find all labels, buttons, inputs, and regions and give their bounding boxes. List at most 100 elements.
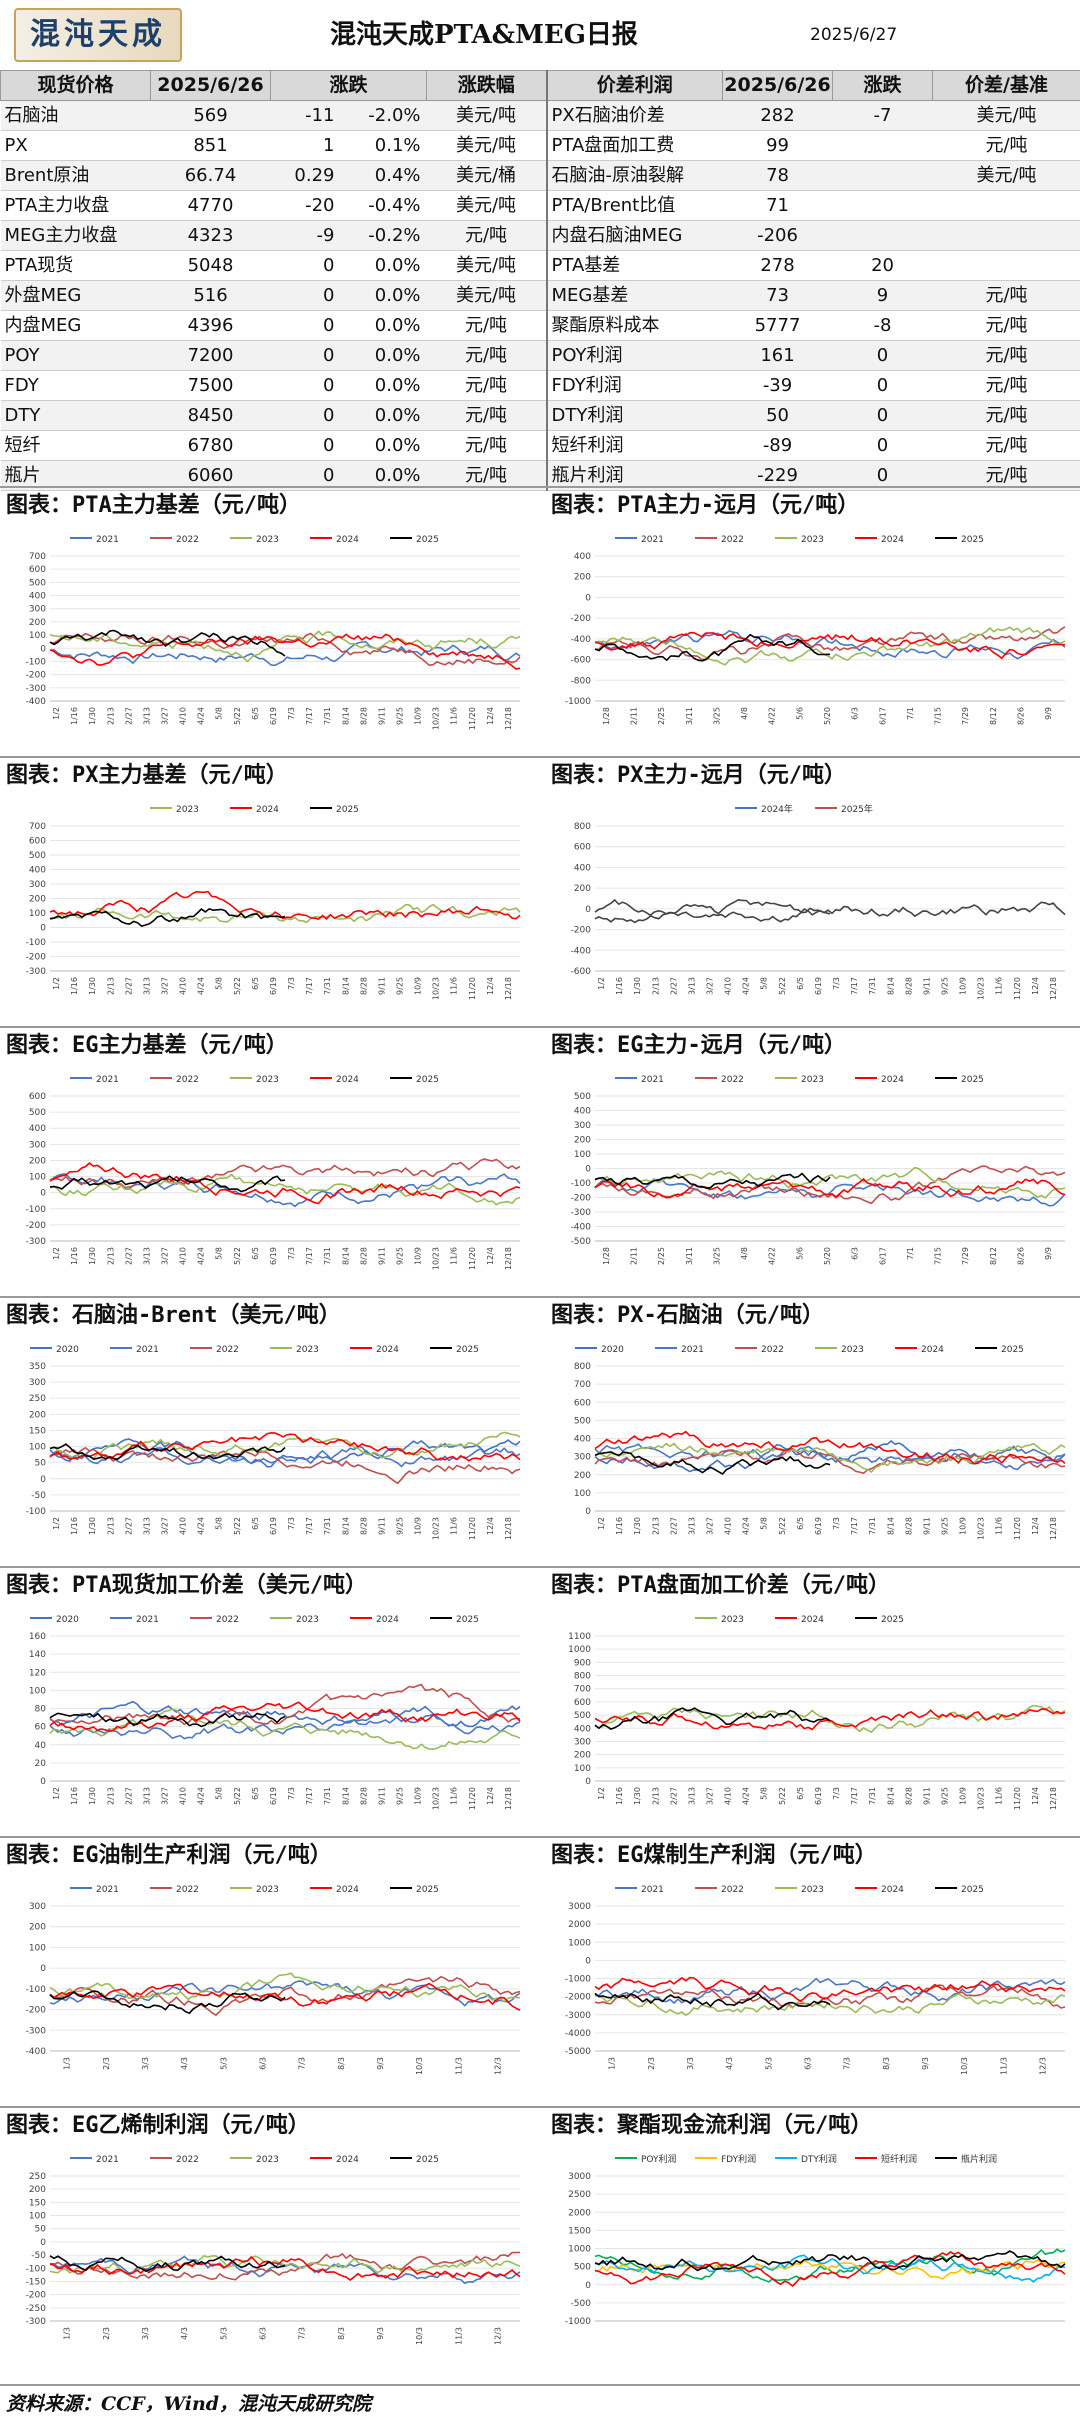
y-tick-label: 100 xyxy=(574,1489,591,1499)
x-tick-label: 1/2 xyxy=(597,1517,606,1530)
x-tick-label: 2/3 xyxy=(102,2057,111,2070)
legend-item: 2022 xyxy=(150,1075,199,1085)
spread-change-cell: 0 xyxy=(832,370,933,401)
price-cell: 851 xyxy=(150,130,271,161)
spread-value-cell: -206 xyxy=(722,220,833,251)
legend-label: 2022 xyxy=(176,1075,199,1085)
legend-item: 2022 xyxy=(190,1615,239,1625)
spread-name-cell: 聚酯原料成本 xyxy=(546,310,723,341)
header-date2: 2025/6/26 xyxy=(722,70,834,101)
legend-label: 2022 xyxy=(176,1885,199,1895)
x-tick-label: 12/3 xyxy=(493,2057,502,2075)
legend-label: 2024 xyxy=(256,805,279,815)
x-tick-label: 7/17 xyxy=(305,977,314,995)
unit-cell: 美元/吨 xyxy=(426,250,548,281)
change-pct-cell: -0.4% xyxy=(340,190,427,221)
price-cell: 7500 xyxy=(150,370,271,401)
change-pct-cell: 0.0% xyxy=(340,250,427,281)
y-tick-label: 160 xyxy=(29,1632,46,1642)
x-tick-label: 1/30 xyxy=(88,1517,97,1535)
unit-cell: 元/吨 xyxy=(426,370,548,401)
legend-label: 2023 xyxy=(296,1345,319,1355)
x-tick-label: 9/3 xyxy=(376,2327,385,2340)
x-tick-label: 7/31 xyxy=(868,977,877,995)
y-tick-label: 500 xyxy=(574,1416,591,1426)
y-tick-label: -400 xyxy=(571,946,592,956)
x-tick-label: 7/17 xyxy=(305,707,314,725)
legend-item: 2023 xyxy=(270,1345,319,1355)
legend-item: 2023 xyxy=(775,1885,824,1895)
x-tick-label: 9/11 xyxy=(922,1787,931,1805)
x-tick-label: 2/27 xyxy=(124,1247,133,1265)
x-tick-label: 5/20 xyxy=(823,707,832,725)
y-tick-label: 300 xyxy=(29,605,46,615)
y-tick-label: 200 xyxy=(574,573,591,583)
x-tick-label: 1/3 xyxy=(63,2057,72,2070)
spread-value-cell: 5777 xyxy=(722,310,833,341)
legend-item: 2024 xyxy=(310,1885,359,1895)
legend-item: 2023 xyxy=(270,1615,319,1625)
x-tick-label: 3/27 xyxy=(161,977,170,995)
x-tick-label: 3/27 xyxy=(706,1787,715,1805)
series-line xyxy=(594,1984,1066,2009)
x-tick-label: 7/31 xyxy=(323,1787,332,1805)
y-tick-label: 1000 xyxy=(568,2245,591,2255)
x-tick-label: 11/3 xyxy=(999,2057,1008,2075)
x-tick-label: 9/25 xyxy=(396,977,405,995)
x-tick-label: 7/31 xyxy=(323,977,332,995)
legend-label: 2021 xyxy=(136,1345,159,1355)
series-line xyxy=(594,2254,1066,2283)
unit-cell: 元/吨 xyxy=(426,430,548,461)
spread-unit-cell: 元/吨 xyxy=(932,460,1080,491)
legend-label: 2021 xyxy=(96,1885,119,1895)
y-tick-label: -200 xyxy=(571,1194,592,1204)
legend-item: 2022 xyxy=(695,1885,744,1895)
legend-item: 2025 xyxy=(390,535,439,545)
y-tick-label: -200 xyxy=(571,926,592,936)
series-line xyxy=(49,2255,521,2277)
line-chart: 2020 2021 2022 2023 2024 2025 0 100 200 300 400 500… xyxy=(574,1345,1066,1540)
y-tick-label: 300 xyxy=(574,1453,591,1463)
y-tick-label: -100 xyxy=(26,938,47,948)
x-tick-label: 3/27 xyxy=(706,1517,715,1535)
x-tick-label: 8/3 xyxy=(337,2327,346,2340)
legend-label: 2022 xyxy=(216,1345,239,1355)
legend-item: 2022 xyxy=(735,1345,784,1355)
y-tick-label: 250 xyxy=(29,1394,46,1404)
x-tick-label: 4/24 xyxy=(742,977,751,995)
product-cell: MEG主力收盘 xyxy=(0,220,151,251)
y-tick-label: 200 xyxy=(29,895,46,905)
x-tick-label: 7/29 xyxy=(961,1247,970,1265)
y-tick-label: -100 xyxy=(26,2264,47,2274)
x-tick-label: 6/5 xyxy=(251,1787,260,1800)
y-tick-label: 200 xyxy=(574,1136,591,1146)
unit-cell: 元/吨 xyxy=(426,400,548,431)
series-line xyxy=(49,1990,286,2015)
chart-title: 图表：EG乙烯制利润（元/吨） xyxy=(6,2113,310,2138)
x-tick-label: 1/30 xyxy=(633,1787,642,1805)
x-tick-label: 9/25 xyxy=(396,1517,405,1535)
section-divider xyxy=(0,1566,1080,1568)
price-cell: 8450 xyxy=(150,400,271,431)
y-tick-label: -3000 xyxy=(565,2011,591,2021)
x-tick-label: 7/31 xyxy=(868,1787,877,1805)
x-tick-label: 1/16 xyxy=(615,1517,624,1535)
x-tick-label: 5/6 xyxy=(795,1247,804,1260)
legend-item: 2023 xyxy=(815,1345,864,1355)
legend-item: 2023 xyxy=(775,1075,824,1085)
legend-label: 2025 xyxy=(336,805,359,815)
x-tick-label: 10/3 xyxy=(415,2327,424,2345)
series-line xyxy=(49,633,521,670)
legend-label: 2024 xyxy=(921,1345,944,1355)
y-tick-label: 700 xyxy=(574,1685,591,1695)
legend-label: 2024 xyxy=(376,1615,399,1625)
x-tick-label: 4/8 xyxy=(740,1247,749,1260)
x-tick-label: 7/17 xyxy=(305,1517,314,1535)
series-line xyxy=(594,2248,1066,2283)
legend-item: 2025 xyxy=(935,1075,984,1085)
product-cell: 瓶片 xyxy=(0,460,151,491)
legend-label: 2025 xyxy=(881,1615,904,1625)
legend-item: 2022 xyxy=(150,1885,199,1895)
series-line xyxy=(594,898,1066,923)
y-tick-label: 150 xyxy=(29,1426,46,1436)
